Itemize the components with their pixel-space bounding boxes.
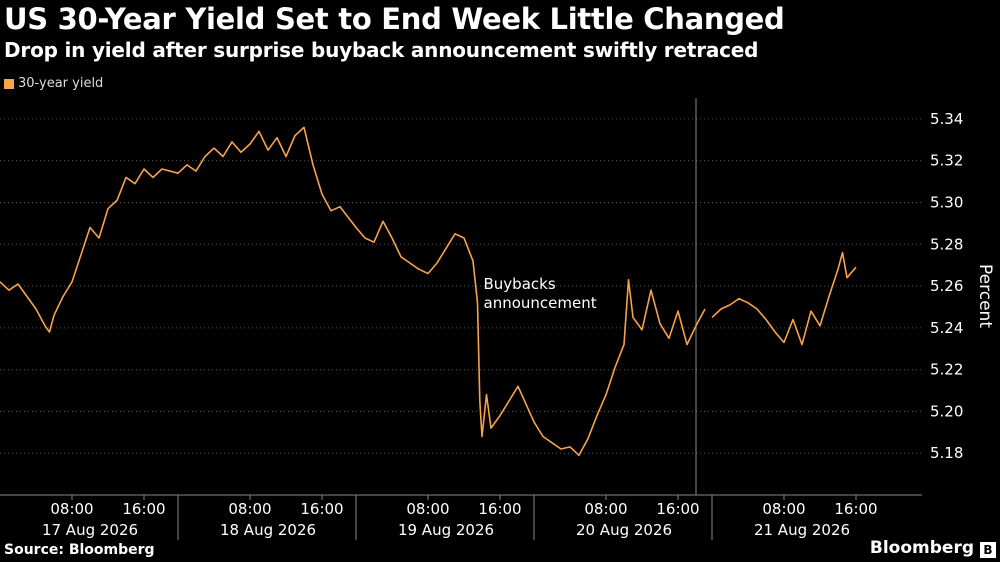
- x-day-label: 18 Aug 2026: [220, 521, 316, 539]
- x-day-label: 17 Aug 2026: [42, 521, 138, 539]
- chart-title: US 30-Year Yield Set to End Week Little …: [4, 2, 785, 36]
- source-note: Source: Bloomberg: [4, 542, 155, 558]
- x-day-label: 19 Aug 2026: [398, 521, 494, 539]
- x-tick-label: 08:00: [406, 500, 449, 518]
- x-day-label: 20 Aug 2026: [576, 521, 672, 539]
- y-tick-label: 5.26: [930, 277, 963, 295]
- brand-name: Bloomberg: [869, 538, 974, 558]
- y-tick-label: 5.24: [930, 319, 963, 337]
- x-tick-label: 08:00: [762, 500, 805, 518]
- x-tick-label: 08:00: [50, 500, 93, 518]
- series-line-30-year-yield: [0, 126, 857, 457]
- chart-subtitle: Drop in yield after surprise buyback ann…: [4, 38, 759, 62]
- bloomberg-b-icon: B: [980, 542, 996, 558]
- x-tick-label: 16:00: [122, 500, 165, 518]
- x-tick-label: 08:00: [584, 500, 627, 518]
- y-axis-label: Percent: [975, 264, 995, 328]
- x-tick-label: 08:00: [228, 500, 271, 518]
- y-tick-label: 5.30: [930, 193, 963, 211]
- y-tick-label: 5.28: [930, 235, 963, 253]
- x-tick-label: 16:00: [478, 500, 521, 518]
- legend-label: 30-year yield: [18, 76, 104, 91]
- legend: 30-year yield: [4, 76, 103, 91]
- y-tick-label: 5.32: [930, 152, 963, 170]
- y-tick-label: 5.34: [930, 110, 963, 128]
- y-tick-label: 5.20: [930, 402, 963, 420]
- x-tick-label: 16:00: [656, 500, 699, 518]
- y-tick-label: 5.18: [930, 444, 963, 462]
- annotation-label: announcement: [484, 294, 597, 312]
- x-day-label: 21 Aug 2026: [754, 521, 850, 539]
- x-tick-label: 16:00: [300, 500, 343, 518]
- y-tick-label: 5.22: [930, 361, 963, 379]
- x-tick-label: 16:00: [834, 500, 877, 518]
- legend-swatch: [4, 78, 14, 89]
- annotation-label: Buybacks: [484, 275, 556, 293]
